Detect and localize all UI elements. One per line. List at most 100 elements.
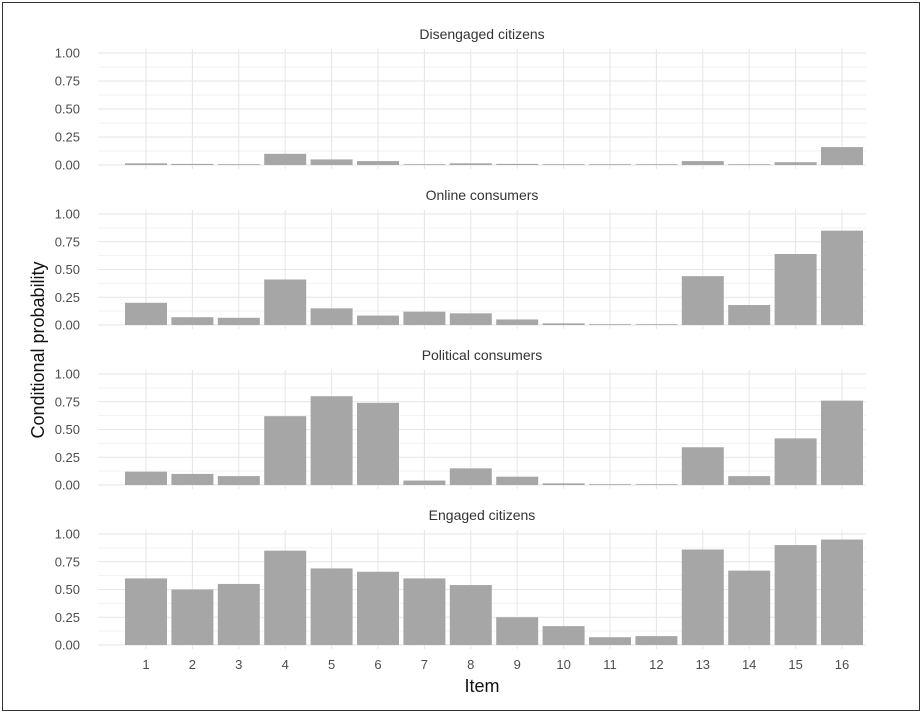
bar (774, 162, 817, 165)
bar (217, 583, 260, 645)
bar (264, 550, 307, 645)
facet-title: Engaged citizens (429, 507, 536, 523)
y-axis-title: Conditional probability (28, 261, 48, 438)
bar (310, 159, 353, 165)
facet-title: Disengaged citizens (419, 26, 544, 42)
y-tick-label: 0.25 (55, 130, 80, 145)
bar (821, 539, 863, 645)
bar (403, 480, 446, 485)
x-tick-label: 16 (835, 657, 849, 672)
y-tick-label: 0.25 (55, 450, 80, 465)
bar (403, 578, 446, 645)
x-tick-label: 5 (328, 657, 335, 672)
bar (357, 161, 399, 165)
x-axis-title: Item (464, 676, 499, 696)
bar (357, 571, 399, 645)
bar (635, 636, 678, 645)
bar (728, 570, 771, 645)
y-tick-label: 0.75 (55, 74, 80, 89)
facet-panel: 0.00 0.25 0.50 0.75 1.00 Online consumers (55, 187, 866, 333)
y-tick-label: 0.50 (55, 262, 80, 277)
x-tick-label: 13 (696, 657, 710, 672)
bar (635, 164, 678, 165)
facet-panel: 0.00 0.25 0.50 0.75 1.00 Political consumers (55, 347, 866, 493)
x-tick-label: 9 (514, 657, 521, 672)
bar (125, 163, 167, 165)
bar (542, 164, 585, 165)
x-tick-label: 4 (282, 657, 289, 672)
bar (403, 164, 446, 165)
x-tick-label: 6 (374, 657, 381, 672)
bar (821, 230, 863, 325)
bar (310, 568, 353, 645)
x-tick-label: 15 (788, 657, 802, 672)
x-tick-label: 2 (189, 657, 196, 672)
x-tick-label: 1 (142, 657, 149, 672)
bar (264, 153, 307, 165)
y-tick-label: 0.00 (55, 638, 80, 653)
x-tick-label: 11 (603, 657, 617, 672)
bar (357, 402, 399, 485)
bar (681, 276, 724, 325)
bar (681, 549, 724, 645)
y-tick-label: 1.00 (55, 367, 80, 382)
y-tick-label: 0.25 (55, 610, 80, 625)
bar (635, 484, 678, 485)
y-tick-label: 1.00 (55, 527, 80, 542)
bar (171, 163, 214, 165)
y-tick-label: 0.25 (55, 290, 80, 305)
facet-title: Online consumers (426, 187, 539, 203)
bar (496, 476, 539, 485)
bar (496, 617, 539, 645)
bar (264, 279, 307, 325)
bar (774, 545, 817, 645)
y-tick-label: 0.00 (55, 478, 80, 493)
bar (171, 589, 214, 645)
bar (171, 317, 214, 325)
y-tick-label: 0.50 (55, 102, 80, 117)
bar (403, 311, 446, 325)
bar (774, 253, 817, 325)
y-tick-label: 0.50 (55, 422, 80, 437)
bar (449, 313, 492, 325)
bar (449, 585, 492, 645)
y-tick-label: 0.75 (55, 554, 80, 569)
x-tick-label: 10 (556, 657, 570, 672)
bar (496, 163, 539, 165)
y-tick-label: 0.75 (55, 234, 80, 249)
bar (310, 396, 353, 485)
bar (217, 164, 260, 165)
bar (821, 400, 863, 485)
y-tick-label: 0.50 (55, 582, 80, 597)
bar (681, 161, 724, 165)
bar (589, 324, 631, 325)
bar (449, 468, 492, 485)
facet-panel: 0.00 0.25 0.50 0.75 1.00 Engaged citizens (55, 507, 866, 653)
bar (217, 317, 260, 325)
y-tick-label: 1.00 (55, 207, 80, 222)
bar (681, 447, 724, 485)
bar (774, 438, 817, 485)
bar (728, 305, 771, 325)
facet-title: Political consumers (422, 347, 543, 363)
bar (125, 471, 167, 485)
bar (589, 164, 631, 165)
bar (496, 319, 539, 325)
y-tick-label: 1.00 (55, 46, 80, 61)
x-tick-label: 14 (742, 657, 756, 672)
y-tick-label: 0.00 (55, 318, 80, 333)
bar (728, 476, 771, 485)
bar (125, 578, 167, 645)
x-tick-label: 8 (467, 657, 474, 672)
bar (310, 308, 353, 325)
bar (635, 324, 678, 325)
y-tick-label: 0.00 (55, 158, 80, 173)
x-tick-label: 12 (649, 657, 663, 672)
bar (728, 164, 771, 165)
bar (449, 163, 492, 165)
y-tick-label: 0.75 (55, 394, 80, 409)
bar (589, 484, 631, 485)
bar (171, 473, 214, 485)
x-tick-label: 7 (421, 657, 428, 672)
